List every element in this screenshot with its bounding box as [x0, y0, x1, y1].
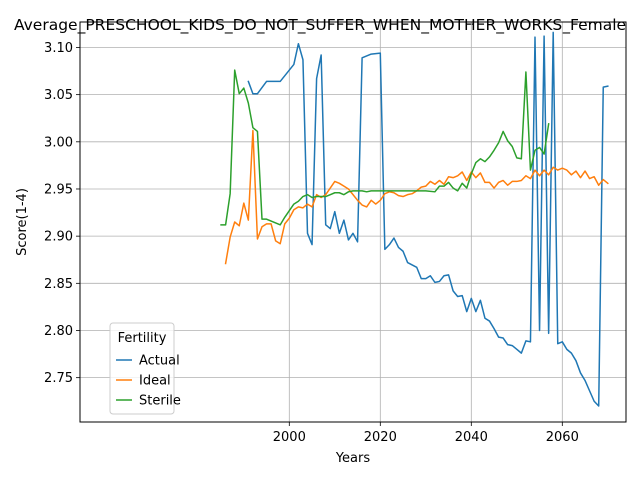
y-tick-label: 2.75	[44, 371, 73, 386]
legend-box	[109, 322, 175, 415]
x-tick-label: 2060	[546, 430, 579, 445]
grid	[80, 22, 626, 422]
y-tick-label: 2.95	[44, 182, 73, 197]
x-tick-label: 2040	[455, 430, 488, 445]
series-line-sterile	[220, 69, 550, 226]
chart-title: Average_PRESCHOOL_KIDS_DO_NOT_SUFFER_WHE…	[14, 16, 626, 35]
plot-frame	[79, 21, 627, 423]
y-tick-label: 3.05	[44, 88, 73, 103]
legend-label-actual: Actual	[139, 354, 180, 369]
legend-label-sterile: Sterile	[139, 394, 181, 409]
x-tick-label: 2020	[364, 430, 397, 445]
x-axis-label: Years	[335, 451, 371, 466]
y-tick-label: 2.80	[44, 324, 73, 339]
legend-items: Actual Ideal Sterile	[116, 354, 181, 409]
y-tick-label: 2.90	[44, 230, 73, 245]
x-tick-label: 2000	[273, 430, 306, 445]
y-axis-label: Score(1-4)	[15, 188, 30, 256]
y-tick-label: 2.85	[44, 277, 73, 292]
legend: Fertility Actual Ideal Sterile	[109, 322, 181, 415]
legend-title: Fertility	[118, 331, 167, 346]
legend-label-ideal: Ideal	[139, 374, 171, 389]
axis-ticks: 2000 2020 2040 2060 2.75 2.80 2.85 2.90 2.95 3.00…	[44, 41, 579, 445]
y-tick-label: 3.10	[44, 41, 73, 56]
y-tick-label: 3.00	[44, 135, 73, 150]
series-layer	[220, 31, 609, 407]
